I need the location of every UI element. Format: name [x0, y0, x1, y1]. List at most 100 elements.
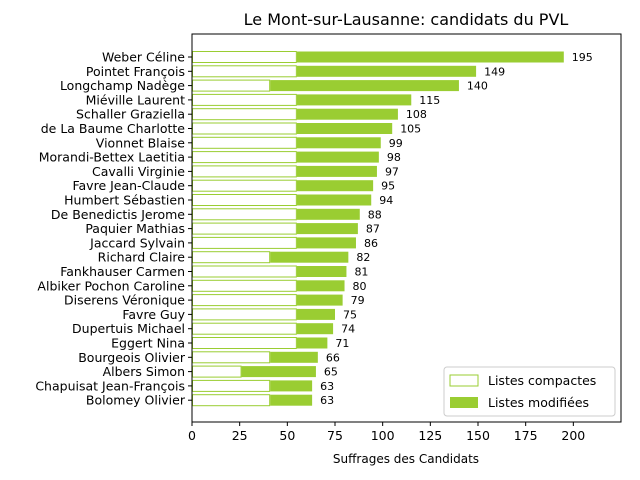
bar-value-label: 87	[366, 223, 380, 236]
category-label: Pointet François	[86, 64, 185, 79]
bar-value-label: 140	[467, 80, 488, 93]
bar-modifiees	[296, 223, 358, 235]
legend-box	[443, 366, 616, 417]
bar-compactes	[192, 51, 297, 63]
bar-compactes	[192, 151, 297, 164]
x-tick-label: 175	[514, 428, 538, 443]
bar-value-label: 105	[400, 123, 421, 136]
bar-modifiees	[296, 65, 477, 77]
bar-modifiees	[296, 123, 393, 134]
bar-compactes	[192, 194, 297, 206]
bar-value-label: 75	[343, 308, 357, 321]
bar-compactes	[192, 136, 297, 149]
category-label: Vionnet Blaise	[96, 135, 186, 150]
x-tick-label: 25	[232, 428, 248, 443]
category-label: Favre Jean-Claude	[72, 178, 185, 193]
category-label: Paquier Mathias	[85, 221, 185, 236]
bar-modifiees	[270, 380, 313, 392]
bar-compactes	[192, 322, 297, 335]
x-tick-label: 125	[418, 428, 442, 443]
bar-modifiees	[296, 180, 374, 192]
bar-compactes	[192, 79, 271, 92]
category-label: Fankhauser Carmen	[60, 264, 185, 279]
bars-layer	[192, 51, 564, 407]
bar-value-label: 86	[364, 237, 378, 250]
bar-modifiees	[296, 266, 347, 277]
legend-swatch-compactes	[449, 374, 479, 387]
category-label: Miéville Laurent	[86, 92, 185, 107]
legend-label-compactes: Listes compactes	[488, 373, 596, 388]
bar-modifiees	[270, 351, 318, 363]
bar-modifiees	[296, 208, 360, 220]
bar-compactes	[192, 294, 297, 307]
bar-value-label: 97	[385, 165, 399, 178]
bar-value-label: 108	[406, 108, 427, 121]
category-label: de La Baume Charlotte	[41, 121, 186, 136]
bar-value-label: 63	[320, 394, 334, 407]
bar-compactes	[192, 108, 297, 121]
category-label: Diserens Véronique	[64, 293, 185, 308]
category-label: Bolomey Olivier	[86, 393, 186, 408]
bar-modifiees	[296, 137, 381, 149]
bar-value-label: 79	[351, 294, 365, 307]
bar-compactes	[192, 279, 297, 292]
category-label: Albiker Pochon Caroline	[37, 278, 185, 293]
x-tick-label: 200	[561, 428, 585, 443]
bar-value-label: 74	[341, 323, 355, 336]
bar-modifiees	[241, 366, 316, 378]
bar-compactes	[192, 65, 297, 78]
bar-compactes	[192, 165, 297, 178]
category-label: Longchamp Nadège	[60, 78, 185, 93]
category-label: Jaccard Sylvain	[89, 235, 185, 250]
category-label: De Benedictis Jerome	[51, 207, 185, 222]
bar-modifiees	[296, 151, 379, 163]
category-label: Dupertuis Michael	[72, 321, 185, 336]
bar-modifiees	[296, 51, 564, 63]
category-label: Favre Guy	[122, 307, 185, 322]
bar-modifiees	[296, 237, 356, 249]
bar-compactes	[192, 365, 242, 378]
bar-value-label: 82	[356, 251, 370, 264]
bar-modifiees	[296, 165, 377, 177]
chart-title: Le Mont-sur-Lausanne: candidats du PVL	[244, 10, 569, 29]
bar-value-label: 63	[320, 380, 334, 393]
bar-modifiees	[296, 294, 343, 306]
x-tick-label: 0	[188, 428, 196, 443]
bar-modifiees	[270, 251, 349, 263]
bar-value-label: 81	[354, 266, 368, 279]
bar-modifiees	[270, 394, 313, 406]
bar-compactes	[192, 394, 271, 407]
x-tick-label: 100	[371, 428, 395, 443]
bar-compactes	[192, 179, 297, 192]
category-label: Weber Céline	[102, 50, 185, 65]
bar-modifiees	[296, 323, 334, 335]
bar-modifiees	[296, 280, 345, 292]
category-label: Chapuisat Jean-François	[35, 378, 185, 393]
bar-compactes	[192, 93, 297, 106]
bar-compactes	[192, 251, 271, 264]
plot-frame	[191, 33, 622, 423]
bar-modifiees	[296, 337, 328, 349]
bar-compactes	[192, 265, 297, 278]
category-label: Eggert Nina	[111, 336, 185, 351]
bar-value-label: 71	[335, 337, 349, 350]
bar-value-label: 98	[387, 151, 401, 164]
x-tick-label: 150	[466, 428, 490, 443]
category-label: Albers Simon	[103, 364, 185, 379]
bar-value-label: 94	[379, 194, 393, 207]
bar-value-label: 195	[572, 51, 593, 64]
bar-modifiees	[296, 108, 398, 120]
bar-modifiees	[270, 80, 459, 92]
bar-modifiees	[296, 194, 372, 206]
bar-compactes	[192, 208, 297, 221]
bar-compactes	[192, 236, 297, 249]
x-tick-label: 75	[327, 428, 343, 443]
legend-label-modifiees: Listes modifiées	[488, 395, 589, 410]
x-tick-label: 50	[279, 428, 295, 443]
bar-modifiees	[296, 94, 412, 106]
bar-compactes	[192, 122, 297, 135]
bar-value-label: 149	[484, 65, 505, 78]
bar-value-label: 115	[419, 94, 440, 107]
